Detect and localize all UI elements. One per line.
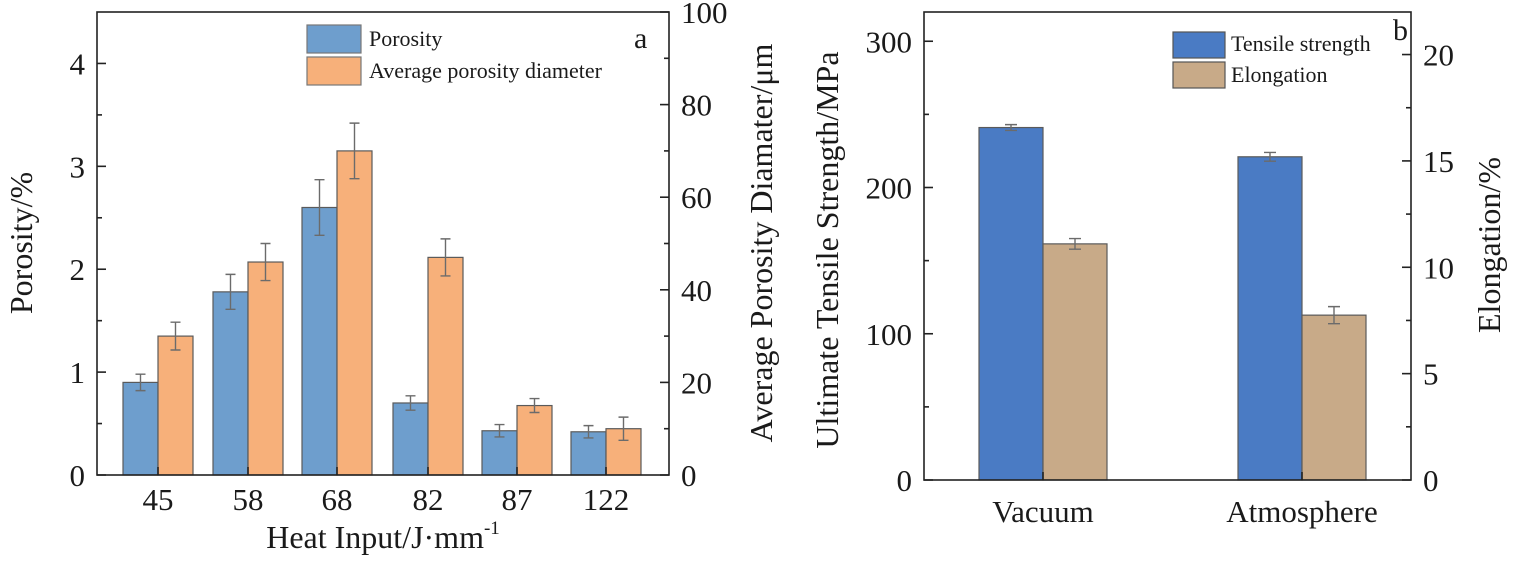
panel-b-frame <box>923 11 1412 481</box>
panel-a-bar-porosity-45 <box>122 381 159 476</box>
panel-b-x-tick-label-vacuum: Vacuum <box>992 494 1094 529</box>
legend-label-average-porosity-diameter: Average porosity diameter <box>369 58 603 83</box>
panel-b-x-tick-label-atmosphere: Atmosphere <box>1226 494 1378 529</box>
legend-label-elongation: Elongation <box>1231 62 1328 87</box>
panel-b-error-bar-elongation-vacuum <box>1069 237 1081 250</box>
panel-a-x-title-superscript: -1 <box>484 518 500 539</box>
panel-b-y-right-tick-label-20: 20 <box>1423 38 1454 73</box>
panel-b-bar-elongation-atmosphere <box>1301 314 1367 481</box>
panel-a-bars <box>122 150 642 476</box>
panel-a-error-bar-porosity-58 <box>225 273 236 311</box>
panel-a-x-tick-label-82: 82 <box>413 482 444 517</box>
panel-a-y-right-title: Average Porosity Diamater/μm <box>743 44 779 443</box>
panel-b-tensile-chart: Vacuum Atmosphere 0 100 200 300 0 5 10 15 20 Ultim… <box>809 11 1507 529</box>
panel-b-y-right-tick-label-5: 5 <box>1423 357 1439 392</box>
panel-b-bar-elongation-vacuum <box>1042 243 1108 481</box>
panel-a-y-left-tick-label-3: 3 <box>70 149 86 184</box>
panel-b-y-left-tick-label-0: 0 <box>897 463 913 498</box>
panel-b-y-left-tick-label-300: 300 <box>866 24 913 59</box>
panel-b-error-bars <box>1005 123 1340 325</box>
panel-b-error-bar-tensile-strength-atmosphere <box>1264 151 1276 162</box>
panel-a-error-bar-porosity-122 <box>583 424 594 439</box>
panel-b-error-bar-tensile-strength-vacuum <box>1005 123 1017 132</box>
panel-a-bar-average-porosity-diameter-45 <box>157 335 194 476</box>
panel-a-error-bar-average-porosity-diameter-122 <box>618 416 629 441</box>
panel-a-y-left-tick-label-2: 2 <box>70 252 86 287</box>
panel-b-y-right-title: Elongation/% <box>1471 157 1507 333</box>
panel-b-ticks: Vacuum Atmosphere 0 100 200 300 0 5 10 15 20 <box>866 24 1455 529</box>
panel-a-x-tick-label-122: 122 <box>583 482 630 517</box>
panel-a-x-tick-label-68: 68 <box>322 482 353 517</box>
panel-a-error-bar-average-porosity-diameter-68 <box>349 122 360 180</box>
panel-b-y-left-tick-label-100: 100 <box>866 317 913 352</box>
legend-label-porosity: Porosity <box>369 26 442 51</box>
panel-a-x-tick-label-58: 58 <box>233 482 264 517</box>
panel-a-error-bar-average-porosity-diameter-82 <box>440 238 451 277</box>
panel-b-error-bar-elongation-atmosphere <box>1328 305 1340 325</box>
panel-a-error-bar-average-porosity-diameter-58 <box>260 242 271 282</box>
panel-a-bar-porosity-82 <box>392 402 429 476</box>
legend-swatch-elongation <box>1172 61 1226 89</box>
panel-a-y-right-tick-label-20: 20 <box>681 365 712 400</box>
panel-a-y-right-tick-label-100: 100 <box>681 0 728 30</box>
panel-b-letter: b <box>1393 14 1408 47</box>
panel-a-error-bar-porosity-68 <box>314 179 325 236</box>
panel-a-error-bar-porosity-45 <box>135 373 146 392</box>
panel-a-bar-average-porosity-diameter-82 <box>427 256 464 476</box>
panel-a-bar-porosity-68 <box>301 206 338 476</box>
panel-b-bar-tensile-strength-atmosphere <box>1237 156 1303 481</box>
panel-b-y-right-tick-label-15: 15 <box>1423 144 1454 179</box>
panel-a-error-bar-average-porosity-diameter-45 <box>170 321 181 351</box>
panel-a-x-title-main: Heat Input/J·mm <box>266 519 484 555</box>
panel-a-y-right-tick-label-60: 60 <box>681 180 712 215</box>
panel-a-legend: Porosity Average porosity diameter <box>306 24 603 86</box>
panel-a-y-left-title: Porosity/% <box>3 172 39 314</box>
legend-swatch-average-porosity-diameter <box>306 56 362 86</box>
panel-a-error-bar-porosity-87 <box>494 423 505 438</box>
panel-a-y-left-tick-label-1: 1 <box>70 355 86 390</box>
legend-label-tensile-strength: Tensile strength <box>1231 31 1371 56</box>
panel-a-y-left-tick-label-0: 0 <box>70 458 86 493</box>
panel-a-y-right-tick-label-0: 0 <box>681 458 697 493</box>
panel-b-y-left-title: Ultimate Tensile Strength/MPa <box>809 51 845 448</box>
panel-b-y-left-tick-label-200: 200 <box>866 171 913 206</box>
panel-a-error-bar-average-porosity-diameter-87 <box>529 397 540 414</box>
panel-a-y-left-tick-label-4: 4 <box>70 46 86 81</box>
panel-a-bar-average-porosity-diameter-58 <box>247 261 284 476</box>
panel-a-bar-average-porosity-diameter-68 <box>336 150 373 476</box>
panel-a-bar-porosity-122 <box>570 431 607 476</box>
panel-a-x-tick-label-87: 87 <box>502 482 533 517</box>
panel-a-y-right-tick-label-80: 80 <box>681 88 712 123</box>
panel-a-error-bars <box>135 122 629 441</box>
panel-a-bar-average-porosity-diameter-87 <box>516 404 553 476</box>
panel-b-y-right-tick-label-0: 0 <box>1423 463 1439 498</box>
panel-a-y-right-tick-label-40: 40 <box>681 273 712 308</box>
panel-a-x-tick-label-45: 45 <box>143 482 174 517</box>
panel-b-legend: Tensile strength Elongation <box>1172 31 1371 89</box>
panel-a-bar-porosity-58 <box>212 291 249 476</box>
panel-a-letter: a <box>634 22 647 55</box>
legend-swatch-tensile-strength <box>1172 31 1226 59</box>
panel-b-y-right-tick-label-10: 10 <box>1423 250 1454 285</box>
panel-b-bars <box>978 126 1367 481</box>
panel-a-x-title: Heat Input/J·mm-1 <box>266 518 500 555</box>
panel-a-error-bar-porosity-82 <box>405 395 416 411</box>
panel-b-bar-tensile-strength-vacuum <box>978 126 1044 481</box>
legend-swatch-porosity <box>306 24 362 54</box>
panel-a-bar-porosity-87 <box>481 430 518 476</box>
